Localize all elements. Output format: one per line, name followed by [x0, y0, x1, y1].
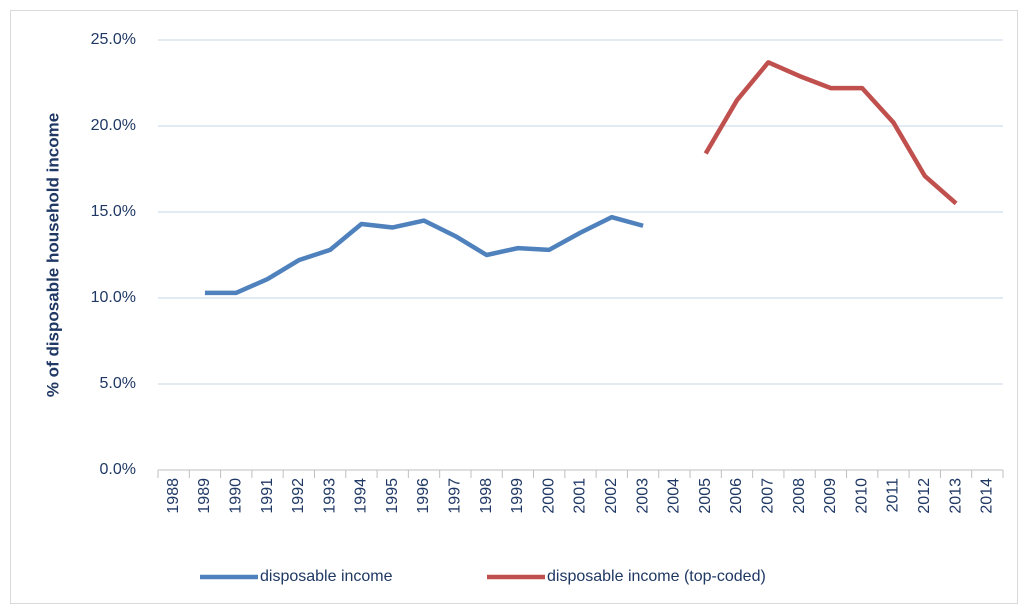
- x-tick-label: 2003: [634, 478, 651, 514]
- series-line: [703, 60, 958, 206]
- x-tick-label: 1997: [447, 478, 464, 514]
- x-tick-label: 2012: [916, 478, 933, 514]
- x-tick-label: 1988: [165, 478, 182, 514]
- x-tick-label: 2004: [666, 478, 683, 514]
- legend-label: disposable income (top-coded): [547, 568, 766, 585]
- x-tick-label: 2009: [822, 478, 839, 514]
- x-tick-label: 2006: [728, 478, 745, 514]
- x-tick-label: 2014: [979, 478, 996, 514]
- chart-frame: [10, 10, 1018, 604]
- x-tick-label: 1993: [321, 478, 338, 514]
- x-tick-label: 1999: [509, 478, 526, 514]
- x-tick-label: 2011: [885, 478, 902, 513]
- y-axis-title: % of disposable household income: [43, 113, 62, 397]
- x-tick-label: 2005: [697, 478, 714, 514]
- x-tick-label: 1996: [415, 478, 432, 514]
- y-tick-label: 5.0%: [100, 375, 136, 392]
- x-tick-label: 1991: [259, 478, 276, 514]
- legend-label: disposable income: [260, 568, 393, 585]
- y-tick-label: 20.0%: [91, 117, 136, 134]
- y-tick-label: 25.0%: [91, 31, 136, 48]
- x-tick-label: 1994: [353, 478, 370, 514]
- y-tick-label: 10.0%: [91, 289, 136, 306]
- x-tick-label: 1992: [290, 478, 307, 514]
- x-tick-label: 2001: [572, 478, 589, 514]
- series-line: [204, 214, 644, 296]
- x-tick-label: 1998: [478, 478, 495, 514]
- x-tick-label: 2007: [759, 478, 776, 514]
- x-tick-label: 1995: [384, 478, 401, 514]
- y-tick-label: 0.0%: [100, 461, 136, 478]
- x-tick-label: 2013: [947, 478, 964, 514]
- x-tick-label: 1990: [227, 478, 244, 514]
- x-tick-label: 2008: [791, 478, 808, 514]
- x-tick-label: 2000: [540, 478, 557, 514]
- y-tick-label: 15.0%: [91, 203, 136, 220]
- x-tick-label: 2010: [853, 478, 870, 514]
- x-tick-label: 1989: [196, 478, 213, 514]
- x-tick-label: 2002: [603, 478, 620, 514]
